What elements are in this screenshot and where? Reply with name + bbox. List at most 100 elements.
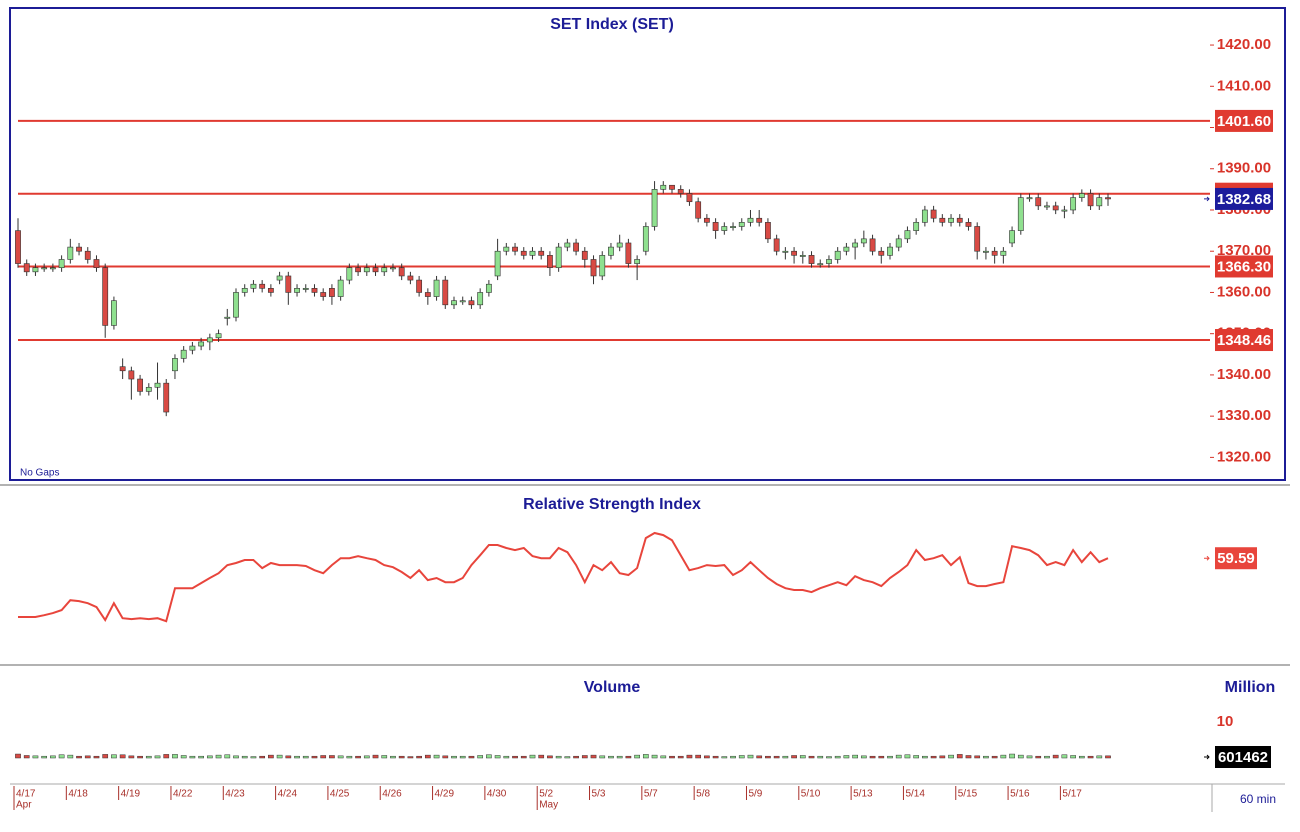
y-tick-label: 1360.00 [1217, 283, 1271, 300]
candle-body [111, 300, 117, 326]
volume-bar [660, 755, 667, 759]
volume-bar [15, 753, 21, 759]
candle-body [555, 246, 562, 269]
candle-body [826, 259, 832, 264]
volume-bar [84, 755, 91, 759]
candle-body [547, 255, 553, 269]
volume-bar [390, 755, 396, 759]
candle-body [983, 250, 989, 253]
candle-body [573, 242, 579, 252]
volume-bar [956, 754, 963, 759]
candle-body [180, 349, 187, 359]
x-tick-label: 5/7 [644, 789, 658, 800]
volume-bar [206, 755, 213, 759]
interval-label: 60 min [1240, 792, 1276, 806]
volume-bar [93, 755, 100, 759]
volume-bar [398, 755, 405, 759]
candle-body [634, 259, 641, 264]
volume-title: Volume [584, 679, 641, 696]
candle-body [163, 382, 170, 413]
volume-bar [826, 756, 832, 759]
candle-body [642, 226, 649, 252]
candle-body [276, 275, 283, 281]
level-label: 1401.60 [1217, 113, 1271, 130]
x-tick-label: 4/19 [121, 789, 141, 800]
volume-bar [642, 754, 649, 759]
volume-bar [1105, 755, 1111, 759]
note: No Gaps [20, 468, 59, 479]
candle-body [259, 283, 266, 289]
candle-body [581, 250, 588, 260]
y-tick-label: 1390.00 [1217, 160, 1271, 177]
volume-bar [329, 755, 335, 759]
volume-bar [23, 755, 30, 759]
x-tick-label: 5/9 [748, 789, 762, 800]
candle-body [599, 255, 606, 277]
volume-bar [1035, 755, 1042, 759]
candle-body [442, 279, 449, 306]
candle-body [651, 189, 658, 227]
candle-body [930, 209, 937, 219]
volume-bar [1000, 754, 1007, 759]
volume-bar [948, 754, 954, 759]
candle-body [1070, 197, 1077, 211]
volume-bar [180, 755, 187, 759]
candle-body [381, 267, 388, 273]
volume-bar [1017, 754, 1024, 759]
last-arrow [1204, 754, 1210, 760]
volume-bar [198, 755, 204, 759]
candle-body [58, 259, 65, 269]
x-tick-label: 5/15 [958, 789, 978, 800]
volume-bar [520, 755, 527, 759]
volume-bar [111, 754, 117, 759]
volume-bar [1026, 755, 1033, 759]
last-price-label: 1382.68 [1217, 191, 1271, 208]
candle-body [887, 246, 893, 256]
volume-bar [320, 755, 327, 759]
volume-bar [590, 754, 597, 759]
level-label: 1366.30 [1217, 258, 1271, 275]
volume-bar [102, 754, 109, 759]
volume-bar [276, 754, 283, 759]
y-tick-label: 1330.00 [1217, 407, 1271, 424]
candle-body [703, 217, 710, 223]
candle-body [119, 366, 126, 372]
volume-bar [913, 755, 920, 759]
volume-bar [233, 755, 239, 759]
candle-body [451, 300, 457, 306]
candle-body [808, 255, 815, 264]
volume-bar [564, 756, 571, 759]
candle-body [233, 292, 239, 318]
candle-body [756, 217, 763, 223]
volume-bar [791, 755, 797, 759]
volume-bar [1061, 754, 1068, 759]
volume-bar [651, 754, 658, 759]
candle-body [817, 263, 824, 266]
candle-body [904, 230, 911, 240]
volume-bar [381, 755, 388, 759]
volume-bar [625, 755, 632, 759]
x-tick-label: 4/22 [173, 789, 193, 800]
candle-body [407, 275, 414, 281]
candle-body [32, 267, 39, 273]
volume-bar [486, 754, 492, 759]
candle-body [468, 300, 475, 306]
x-tick-label: 4/30 [487, 789, 507, 800]
volume-bar [433, 754, 440, 759]
candle-body [15, 230, 21, 264]
volume-bar [608, 755, 614, 759]
candle-body [974, 226, 981, 252]
candle-body [878, 250, 885, 256]
x-tick-label: 4/29 [435, 789, 455, 800]
candle-body [791, 250, 797, 256]
candle-body [41, 267, 48, 270]
candle-body [424, 292, 431, 297]
volume-bar [1009, 753, 1015, 759]
candle-body [102, 267, 109, 326]
volume-bar [50, 755, 56, 759]
volume-bar [573, 755, 579, 759]
candle-body [782, 250, 789, 253]
volume-bar [1052, 754, 1059, 759]
